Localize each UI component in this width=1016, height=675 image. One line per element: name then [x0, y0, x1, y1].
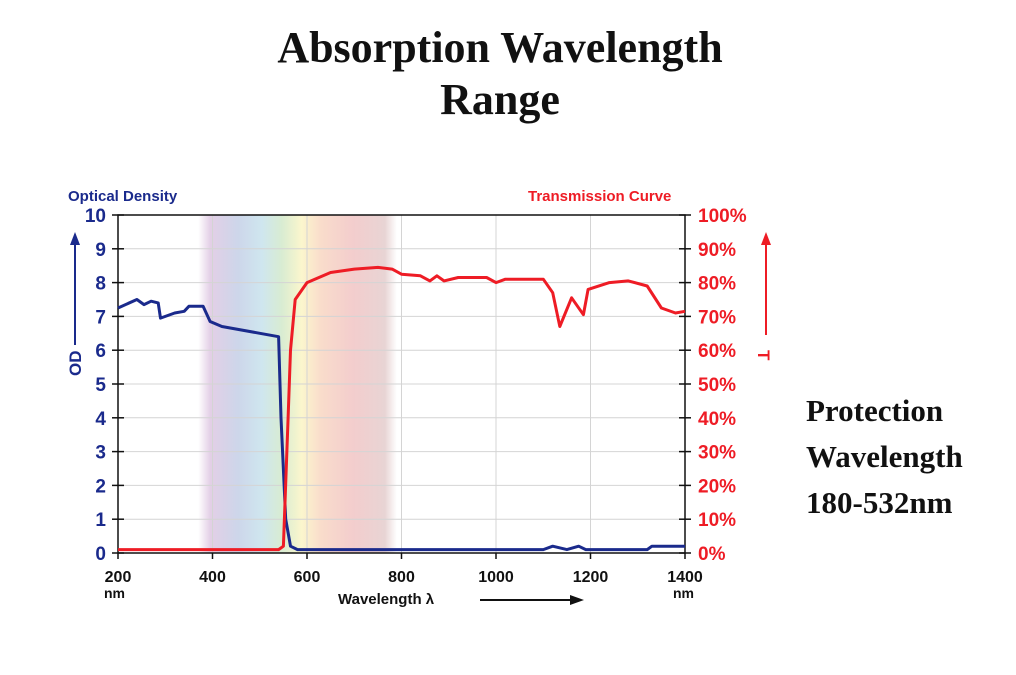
x-tick-label: 200 — [105, 569, 132, 586]
page-title: Absorption Wavelength Range — [0, 22, 1000, 126]
right-tick-label: 50% — [698, 375, 736, 396]
x-tick-label: 400 — [199, 569, 226, 586]
plot-frame — [117, 214, 686, 554]
right-tick-label: 60% — [698, 341, 736, 362]
right-tick-label: 10% — [698, 510, 736, 531]
left-tick-label: 5 — [95, 375, 106, 396]
x-tick-label: 1200 — [573, 569, 609, 586]
left-tick-label: 4 — [95, 409, 106, 430]
protection-wavelength-text: Protection Wavelength 180-532nm — [806, 388, 963, 526]
left-tick-label: 10 — [85, 206, 106, 227]
right-tick-label: 80% — [698, 274, 736, 295]
x-tick-label: 1400 — [667, 569, 703, 586]
grid — [118, 214, 685, 553]
left-tick-label: 0 — [95, 544, 106, 565]
t-arrow-head — [761, 232, 771, 245]
left-axis-title: Optical Density — [68, 188, 178, 205]
transmission-series-line — [118, 265, 686, 552]
right-tick-label: 0% — [698, 544, 726, 565]
left-tick-label: 7 — [95, 307, 106, 328]
right-tick-label: 100% — [698, 206, 747, 227]
left-tick-label: 6 — [95, 341, 106, 362]
left-axis-label: OD — [66, 351, 85, 377]
side-line: Protection — [806, 393, 944, 428]
right-tick-label: 30% — [698, 443, 736, 464]
left-tick-label: 1 — [95, 510, 106, 531]
right-tick-label: 40% — [698, 409, 736, 430]
right-tick-label: 20% — [698, 476, 736, 497]
right-tick-label: 70% — [698, 307, 736, 328]
axes: 0 0% 1 10% 2 20% 3 30% 4 40% 5 50% 6 60% 7 70% 8 80% 9 90% 1… — [85, 206, 747, 586]
x-tick-label: 1000 — [478, 569, 514, 586]
right-axis-title: Transmission Curve — [528, 188, 671, 205]
side-line: Wavelength — [806, 439, 963, 474]
wavelength-arrow-head — [570, 595, 584, 605]
od-series-line — [117, 298, 685, 552]
left-tick-label: 2 — [95, 476, 106, 497]
right-axis-label: T — [754, 350, 773, 361]
right-tick-label: 90% — [698, 240, 736, 261]
x-unit-right: nm — [673, 585, 694, 601]
x-tick-label: 600 — [294, 569, 321, 586]
x-tick-label: 800 — [388, 569, 415, 586]
side-line: 180-532nm — [806, 485, 953, 520]
left-tick-label: 3 — [95, 443, 106, 464]
title-line: Range — [440, 75, 560, 124]
title-line: Absorption Wavelength — [277, 23, 723, 72]
od-arrow-head — [70, 232, 80, 245]
axis-arrows — [70, 232, 771, 605]
left-tick-label: 8 — [95, 274, 106, 295]
x-unit-left: nm — [104, 585, 125, 601]
left-tick-label: 9 — [95, 240, 106, 261]
x-axis-label: Wavelength λ — [338, 591, 435, 608]
